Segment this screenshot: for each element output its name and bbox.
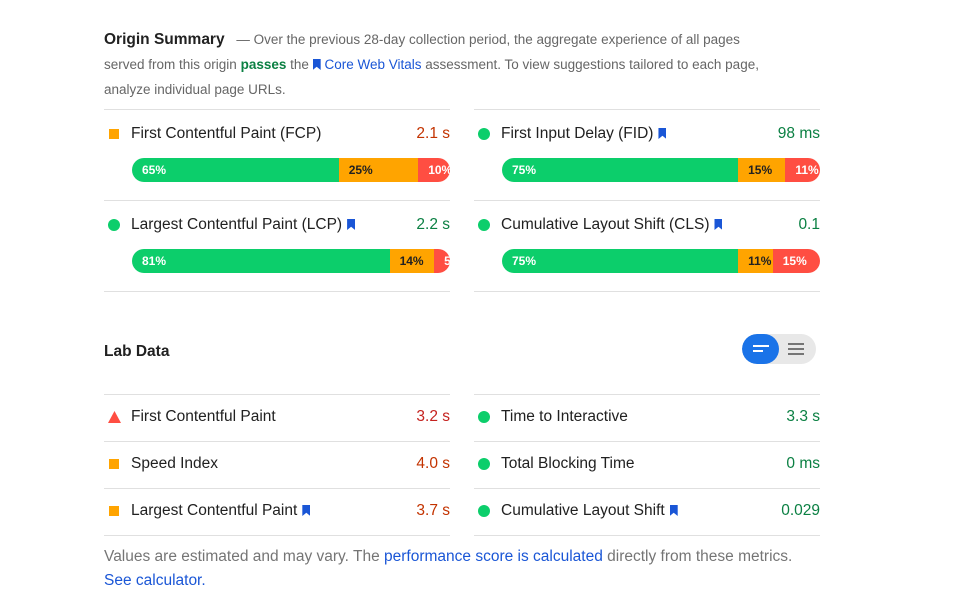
metric-name: First Contentful Paint (FCP): [131, 125, 322, 142]
lab-metric-tti: Time to Interactive 3.3 s: [474, 394, 820, 441]
metric-name: Cumulative Layout Shift (CLS): [501, 214, 723, 236]
lab-metrics-right: Time to Interactive 3.3 s Total Blocking…: [474, 394, 820, 536]
performance-score-link[interactable]: performance score is calculated: [384, 548, 603, 565]
metric-name: First Contentful Paint: [131, 408, 276, 425]
bookmark-icon: [658, 128, 667, 139]
distribution-average-segment: 11%: [738, 249, 773, 273]
metric-cls: Cumulative Layout Shift (CLS) 0.1 75% 11…: [474, 200, 820, 292]
origin-desc-the: the: [290, 57, 309, 72]
distribution-good-segment: 75%: [502, 158, 739, 182]
metric-value: 3.7 s: [416, 502, 450, 519]
status-indicator-icon: [109, 506, 119, 516]
metric-name: Cumulative Layout Shift: [501, 500, 678, 522]
distribution-bar: 75% 15% 11%: [502, 158, 820, 182]
metric-value: 2.2 s: [416, 216, 450, 233]
origin-desc-part1: — Over the previous 28-day collection pe…: [104, 32, 740, 72]
metric-name: Largest Contentful Paint: [131, 500, 311, 522]
metric-value: 0.029: [781, 502, 820, 519]
status-indicator-icon: [108, 219, 120, 231]
distribution-poor-segment: 11%: [785, 158, 820, 182]
metric-fcp: First Contentful Paint (FCP) 2.1 s 65% 2…: [104, 109, 450, 200]
origin-desc-part2: assessment. To view suggestions tailored…: [104, 57, 759, 97]
distribution-good-segment: 75%: [502, 249, 739, 273]
bookmark-icon: [669, 505, 678, 516]
distribution-average-segment: 25%: [338, 158, 419, 182]
lab-metric-fcp: First Contentful Paint 3.2 s: [104, 394, 450, 441]
distribution-good-segment: 65%: [132, 158, 339, 182]
bookmark-icon: [312, 59, 321, 70]
lab-data-title: Lab Data: [104, 343, 170, 360]
field-metrics-right: First Input Delay (FID) 98 ms 75% 15% 11…: [474, 109, 820, 292]
list-view-button[interactable]: [779, 334, 816, 364]
status-indicator-icon: [109, 129, 119, 139]
lab-metric-speed-index: Speed Index 4.0 s: [104, 441, 450, 488]
status-indicator-icon: [478, 219, 490, 231]
footer-text-2: directly from these metrics.: [607, 548, 793, 565]
see-calculator-link[interactable]: See calculator.: [104, 572, 206, 589]
lab-metric-lcp: Largest Contentful Paint 3.7 s: [104, 488, 450, 536]
status-indicator-icon: [478, 128, 490, 140]
distribution-poor-segment: 10%: [418, 158, 450, 182]
metric-value: 4.0 s: [416, 455, 450, 472]
metric-value: 0.1: [798, 216, 820, 233]
status-indicator-icon: [108, 411, 121, 423]
metric-name: Total Blocking Time: [501, 455, 635, 472]
status-indicator-icon: [109, 459, 119, 469]
footer-text-1: Values are estimated and may vary. The: [104, 548, 380, 565]
metric-value: 0 ms: [786, 455, 820, 472]
metric-value: 2.1 s: [416, 125, 450, 142]
distribution-good-segment: 81%: [132, 249, 390, 273]
status-indicator-icon: [478, 411, 490, 423]
core-web-vitals-link[interactable]: Core Web Vitals: [324, 57, 422, 72]
metric-value: 3.2 s: [416, 408, 450, 425]
lab-metric-cls: Cumulative Layout Shift 0.029: [474, 488, 820, 536]
metric-fid: First Input Delay (FID) 98 ms 75% 15% 11…: [474, 109, 820, 200]
distribution-average-segment: 15%: [738, 158, 786, 182]
distribution-poor-segment: 5%: [434, 249, 450, 273]
field-metrics-left: First Contentful Paint (FCP) 2.1 s 65% 2…: [104, 109, 450, 292]
bookmark-icon: [347, 219, 356, 230]
lab-metric-tbt: Total Blocking Time 0 ms: [474, 441, 820, 488]
status-indicator-icon: [478, 458, 490, 470]
metric-value: 98 ms: [777, 125, 820, 142]
view-toggle[interactable]: [742, 334, 816, 364]
metric-lcp: Largest Contentful Paint (LCP) 2.2 s 81%…: [104, 200, 450, 292]
distribution-bar: 75% 11% 15%: [502, 249, 820, 273]
distribution-average-segment: 14%: [389, 249, 435, 273]
bookmark-icon: [302, 505, 311, 516]
metric-name: Largest Contentful Paint (LCP): [131, 214, 356, 236]
metric-name: Time to Interactive: [501, 408, 628, 425]
footer-note: Values are estimated and may vary. The p…: [104, 545, 804, 593]
lab-metrics-left: First Contentful Paint 3.2 s Speed Index…: [104, 394, 450, 536]
distribution-bar: 81% 14% 5%: [132, 249, 450, 273]
bookmark-icon: [714, 219, 723, 230]
metric-name: Speed Index: [131, 455, 219, 472]
metric-value: 3.3 s: [786, 408, 820, 425]
origin-summary: Origin Summary — Over the previous 28-da…: [104, 27, 764, 102]
status-indicator-icon: [478, 505, 490, 517]
passes-label: passes: [240, 57, 287, 72]
distribution-poor-segment: 15%: [772, 249, 820, 273]
metric-name: First Input Delay (FID): [501, 123, 667, 145]
expanded-view-button[interactable]: [742, 334, 779, 364]
origin-summary-title: Origin Summary: [104, 31, 225, 48]
distribution-bar: 65% 25% 10%: [132, 158, 450, 182]
